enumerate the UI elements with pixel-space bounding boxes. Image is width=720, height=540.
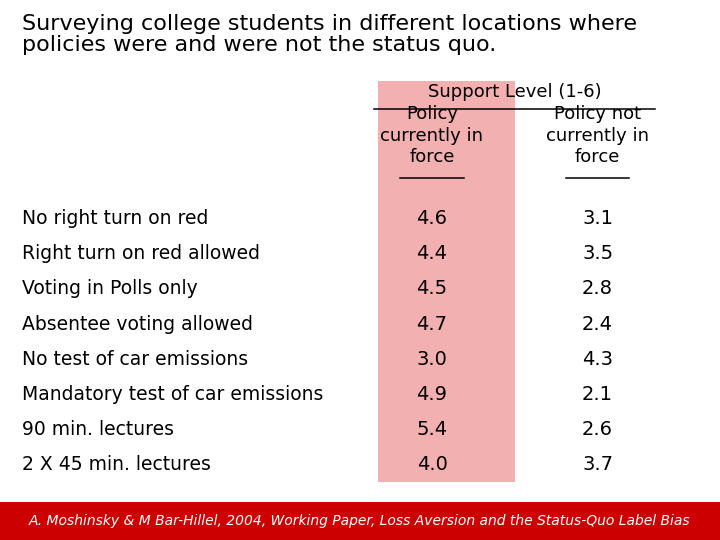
Text: Policy
currently in
force: Policy currently in force: [380, 105, 484, 166]
Text: 4.9: 4.9: [416, 384, 448, 404]
Text: 3.0: 3.0: [417, 349, 447, 369]
Text: 2.6: 2.6: [582, 420, 613, 439]
Text: Policy not
currently in
force: Policy not currently in force: [546, 105, 649, 166]
Text: 2.8: 2.8: [582, 279, 613, 299]
Text: 3.1: 3.1: [582, 209, 613, 228]
Text: 4.4: 4.4: [416, 244, 448, 264]
Text: 3.5: 3.5: [582, 244, 613, 264]
Bar: [378, 81, 515, 482]
Text: 90 min. lectures: 90 min. lectures: [22, 420, 174, 439]
Text: 4.5: 4.5: [416, 279, 448, 299]
Text: Voting in Polls only: Voting in Polls only: [22, 279, 197, 299]
Text: 4.0: 4.0: [417, 455, 447, 474]
Text: 5.4: 5.4: [416, 420, 448, 439]
Text: 2 X 45 min. lectures: 2 X 45 min. lectures: [22, 455, 210, 474]
Bar: [0, 502, 720, 540]
Text: 3.7: 3.7: [582, 455, 613, 474]
Text: No test of car emissions: No test of car emissions: [22, 349, 248, 369]
Text: Surveying college students in different locations where: Surveying college students in different …: [22, 14, 636, 33]
Text: No right turn on red: No right turn on red: [22, 209, 208, 228]
Text: Mandatory test of car emissions: Mandatory test of car emissions: [22, 384, 323, 404]
Text: Absentee voting allowed: Absentee voting allowed: [22, 314, 253, 334]
Text: 4.3: 4.3: [582, 349, 613, 369]
Text: A. Moshinsky & M Bar-Hillel, 2004, Working Paper, Loss Aversion and the Status-Q: A. Moshinsky & M Bar-Hillel, 2004, Worki…: [30, 514, 690, 528]
Text: 4.7: 4.7: [416, 314, 448, 334]
Text: Right turn on red allowed: Right turn on red allowed: [22, 244, 260, 264]
Text: 2.4: 2.4: [582, 314, 613, 334]
Text: 2.1: 2.1: [582, 384, 613, 404]
Text: policies were and were not the status quo.: policies were and were not the status qu…: [22, 35, 496, 55]
Text: Support Level (1-6): Support Level (1-6): [428, 83, 602, 100]
Text: 4.6: 4.6: [416, 209, 448, 228]
